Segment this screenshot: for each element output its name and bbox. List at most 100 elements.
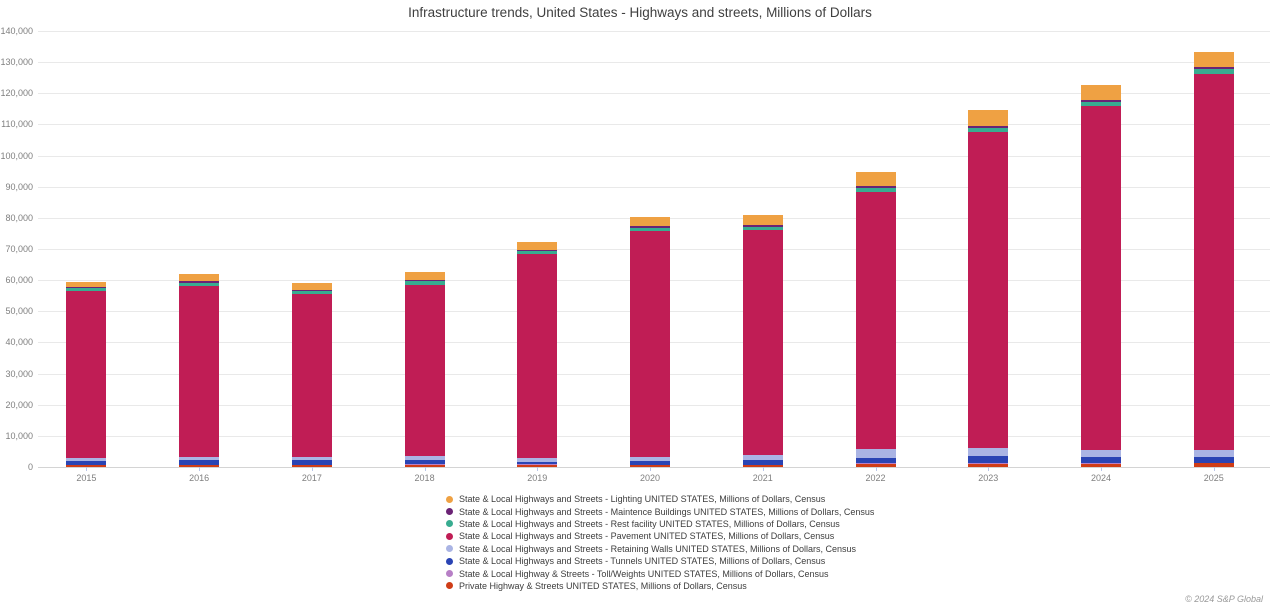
gridline (38, 31, 1270, 32)
bar-2025 (1193, 31, 1234, 467)
y-axis-tick-label: 130,000 (0, 57, 33, 68)
bar-slot-2015 (30, 31, 143, 467)
x-axis-tick (311, 467, 313, 471)
bar-2020-segment-tunnels (630, 461, 671, 465)
x-axis-tick (1100, 467, 1102, 471)
x-axis-label-2025: 2025 (1203, 473, 1224, 483)
bar-2022-segment-private (855, 463, 896, 467)
bar-2024-segment-lighting (1080, 84, 1121, 100)
legend-label: Private Highway & Streets UNITED STATES,… (459, 580, 747, 591)
bar-2021-segment-private (742, 464, 783, 467)
bar-2023 (968, 31, 1009, 467)
legend-dot-icon (446, 545, 453, 553)
bar-2025-segment-maintence-buildings (1193, 66, 1234, 69)
y-axis-tick-label: 0 (27, 462, 33, 472)
legend-dot-icon (446, 557, 453, 565)
bar-2025-segment-lighting (1193, 51, 1234, 67)
bar-2016-segment-pavement (179, 286, 220, 458)
bar-2024-segment-tunnels (1080, 456, 1121, 464)
x-axis-slot-2016: 2016 (143, 467, 256, 487)
gridline (38, 155, 1270, 157)
bar-2018-segment-private (404, 464, 445, 467)
y-axis-tick-label: 100,000 (0, 150, 33, 161)
bar-slot-2025 (1157, 31, 1270, 467)
y-axis-tick-label: 30,000 (5, 368, 33, 379)
bar-slot-2017 (255, 31, 368, 467)
bar-2020-segment-rest-facility (630, 228, 671, 232)
legend-label: State & Local Highways and Streets - Ret… (459, 543, 856, 554)
legend-label: State & Local Highways and Streets - Mai… (459, 506, 875, 517)
bar-slot-2022 (819, 31, 932, 467)
bar-2021-segment-tunnels (742, 460, 783, 465)
y-axis: 0 10,000 20,000 30,000 40,000 50,000 60,000 70,… (0, 26, 33, 472)
bar-2025-segment-private (1193, 462, 1234, 467)
x-axis-tick (424, 467, 426, 471)
bar-2019-segment-private (517, 464, 558, 467)
bar-2024-segment-rest-facility (1080, 101, 1121, 107)
gridline (38, 124, 1270, 126)
x-axis-tick (86, 467, 88, 471)
bar-2015-segment-rest-facility (66, 288, 107, 292)
bar-2017-segment-retaining-walls (291, 457, 332, 461)
x-axis-label-2016: 2016 (189, 473, 210, 483)
x-axis-label-2022: 2022 (865, 473, 886, 483)
x-axis-tick (537, 467, 539, 471)
legend-dot-icon (446, 570, 453, 578)
bar-2019 (517, 31, 558, 467)
bar-2023-segment-tunnels (968, 455, 1009, 464)
bar-2016-segment-maintence-buildings (179, 281, 220, 283)
x-axis-label-2023: 2023 (978, 473, 999, 483)
legend-item-rest-facility: State & Local Highways and Streets - Res… (446, 518, 874, 530)
copyright-notice: © 2024 S&P Global (1185, 594, 1263, 604)
bar-2016-segment-lighting (179, 273, 220, 282)
bar-2024-segment-retaining-walls (1080, 449, 1121, 457)
legend-label: State & Local Highways and Streets - Pav… (459, 531, 835, 542)
bar-slot-2024 (1045, 31, 1158, 467)
bar-2015-segment-pavement (66, 291, 107, 458)
bar-2024 (1080, 31, 1121, 467)
x-axis-slot-2020: 2020 (594, 467, 707, 487)
bar-2022-segment-maintence-buildings (855, 186, 896, 189)
bar-2017-segment-pavement (291, 293, 332, 458)
bar-2025-segment-pavement (1193, 74, 1234, 450)
legend-dot-icon (446, 532, 453, 540)
bar-2020-segment-private (630, 464, 671, 467)
legend-dot-icon (446, 520, 453, 528)
gridline (38, 93, 1270, 95)
x-axis-tick (1213, 467, 1215, 471)
bar-2019-segment-lighting (517, 242, 558, 251)
bar-2021-segment-retaining-walls (742, 454, 783, 461)
bar-2025-segment-rest-facility (1193, 68, 1234, 75)
x-axis-label-2019: 2019 (527, 473, 548, 483)
x-axis-slot-2021: 2021 (706, 467, 819, 487)
bar-2018-segment-maintence-buildings (404, 279, 445, 282)
bar-2022-segment-rest-facility (855, 188, 896, 193)
x-axis-slot-2022: 2022 (819, 467, 932, 487)
legend-label: State & Local Highways and Streets - Tun… (459, 556, 826, 567)
bar-2022-segment-pavement (855, 192, 896, 450)
bar-2018-segment-rest-facility (404, 281, 445, 285)
x-axis-label-2024: 2024 (1090, 473, 1111, 483)
bar-2024-segment-private (1080, 463, 1121, 467)
x-axis-slot-2015: 2015 (30, 467, 143, 487)
bar-2025-segment-tunnels (1193, 456, 1234, 463)
bar-2015-segment-retaining-walls (66, 457, 107, 461)
bar-2021 (742, 31, 783, 467)
legend-item-maintence-buildings: State & Local Highways and Streets - Mai… (446, 505, 874, 517)
legend-item-pavement: State & Local Highways and Streets - Pav… (446, 530, 874, 542)
bar-2021-segment-rest-facility (742, 226, 783, 231)
bar-2016-segment-private (179, 464, 220, 467)
bar-2023-segment-rest-facility (968, 128, 1009, 133)
bar-2015-segment-maintence-buildings (66, 287, 107, 289)
bar-2020-segment-retaining-walls (630, 457, 671, 462)
x-axis-tick (988, 467, 990, 471)
y-axis-tick-label: 40,000 (5, 337, 33, 348)
bar-2017-segment-lighting (291, 283, 332, 290)
bar-2018 (404, 31, 445, 467)
bar-2020 (630, 31, 671, 467)
bar-2023-segment-private (968, 463, 1009, 467)
bar-2015 (66, 31, 107, 467)
bar-slot-2020 (594, 31, 707, 467)
bar-2024-segment-maintence-buildings (1080, 99, 1121, 102)
